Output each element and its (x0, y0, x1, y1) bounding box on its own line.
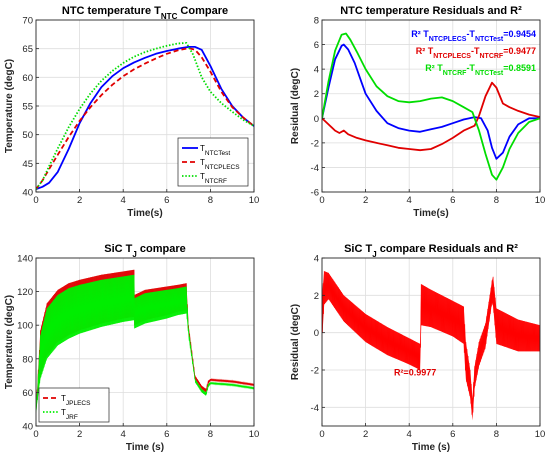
y-axis-label: Residual (degC) (290, 68, 301, 144)
x-tick-label: 0 (319, 195, 324, 206)
chart-2: 0 2 4 6 8 10 -6 -4 -2 0 2 4 6 8 Time(s) Residual (degC)… (290, 5, 545, 219)
chart-title: NTC temperature TNTC Compare (62, 5, 228, 21)
r2-annotation: R² TNTCPLECS-TNTCTest=0.9454 (411, 29, 536, 43)
y-tick-label: -6 (311, 188, 319, 199)
y-tick-label: 40 (22, 422, 33, 433)
chart-title: SiC TJ compare (104, 243, 186, 259)
y-tick-label: -4 (311, 403, 319, 414)
y-tick-label: 0 (314, 114, 319, 125)
legend-entry: TNTCPLECS (200, 158, 240, 171)
series-line (322, 32, 540, 181)
legend-entry: TJRF (61, 408, 78, 421)
axes-frame (321, 19, 541, 193)
axes-frame (321, 257, 541, 427)
y-tick-label: 4 (314, 65, 319, 76)
y-tick-label: 8 (314, 16, 319, 27)
x-tick-label: 8 (208, 429, 213, 440)
series-oscillation (36, 274, 254, 413)
series-2 (36, 47, 254, 190)
series-3 (36, 42, 254, 190)
y-tick-label: 0 (314, 328, 319, 339)
series-line (36, 47, 254, 190)
legend-entry: TNTCTest (200, 144, 230, 157)
x-axis-label: Time (s) (126, 442, 164, 453)
x-axis-label: Time(s) (413, 208, 448, 219)
x-tick-label: 6 (450, 195, 455, 206)
x-tick-label: 6 (164, 429, 169, 440)
x-tick-label: 4 (407, 195, 412, 206)
series-line (322, 43, 540, 160)
series-line (322, 81, 540, 152)
y-axis-label: Residual (degC) (290, 304, 301, 380)
y-axis-label: Temperature (degC) (4, 295, 15, 389)
chart-1: 0 2 4 6 8 10 40 45 50 55 60 65 70 Time(s) Temperature … (4, 5, 259, 219)
y-tick-label: 55 (22, 102, 33, 113)
chart-title: SiC TJ compare Residuals and R² (344, 243, 518, 259)
series-oscillation (322, 271, 540, 415)
x-tick-label: 10 (249, 429, 260, 440)
y-tick-label: 60 (22, 388, 33, 399)
x-tick-label: 4 (121, 195, 126, 206)
series-2 (322, 81, 540, 152)
legend-entry: TNTCRF (200, 172, 227, 185)
x-tick-label: 10 (535, 195, 546, 206)
legend-entry: TJPLECS (61, 394, 91, 407)
x-tick-label: 4 (407, 429, 412, 440)
series-1 (322, 271, 540, 421)
series-line (36, 42, 254, 190)
y-tick-label: 50 (22, 130, 33, 141)
y-tick-label: -4 (311, 163, 319, 174)
r2-annotation: R²=0.9977 (394, 368, 436, 378)
x-tick-label: 10 (535, 429, 546, 440)
r2-annotation: R² TNTCRF-TNTCTest=0.8591 (425, 63, 536, 77)
x-tick-label: 8 (208, 195, 213, 206)
y-axis-label: Temperature (degC) (4, 59, 15, 153)
chart-title: NTC temperature Residuals and R² (340, 5, 522, 17)
y-tick-label: 100 (17, 321, 33, 332)
series-line (36, 46, 254, 190)
y-tick-label: 70 (22, 16, 33, 27)
y-tick-label: -2 (311, 366, 319, 377)
y-tick-label: 40 (22, 188, 33, 199)
x-tick-label: 10 (249, 195, 260, 206)
y-tick-label: 80 (22, 354, 33, 365)
x-tick-label: 6 (164, 195, 169, 206)
series-2 (36, 274, 254, 413)
x-tick-label: 0 (33, 195, 38, 206)
y-tick-label: 2 (314, 291, 319, 302)
legend-box (38, 387, 110, 423)
x-tick-label: 2 (77, 195, 82, 206)
x-tick-label: 0 (319, 429, 324, 440)
y-tick-label: 4 (314, 254, 319, 265)
legend-box (177, 137, 249, 187)
axes-frame (35, 257, 255, 427)
r2-annotation: R² TNTCPLECS-TNTCRF=0.9477 (416, 46, 536, 60)
x-tick-label: 8 (494, 195, 499, 206)
x-tick-label: 2 (363, 429, 368, 440)
x-axis-label: Time (s) (412, 442, 450, 453)
y-tick-label: -2 (311, 138, 319, 149)
y-tick-label: 60 (22, 73, 33, 84)
x-tick-label: 8 (494, 429, 499, 440)
x-tick-label: 0 (33, 429, 38, 440)
y-tick-label: 140 (17, 254, 33, 265)
series-3 (322, 32, 540, 181)
y-tick-label: 65 (22, 44, 33, 55)
x-tick-label: 2 (363, 195, 368, 206)
chart-3: 0 2 4 6 8 10 40 60 80 100 120 140 Time (s) Temperatur… (4, 243, 259, 453)
y-tick-label: 2 (314, 89, 319, 100)
y-tick-label: 120 (17, 287, 33, 298)
x-tick-label: 6 (450, 429, 455, 440)
series-1 (322, 43, 540, 160)
x-tick-label: 4 (121, 429, 126, 440)
x-tick-label: 2 (77, 429, 82, 440)
series-1 (36, 46, 254, 190)
y-tick-label: 45 (22, 159, 33, 170)
x-axis-label: Time(s) (127, 208, 162, 219)
y-tick-label: 6 (314, 40, 319, 51)
